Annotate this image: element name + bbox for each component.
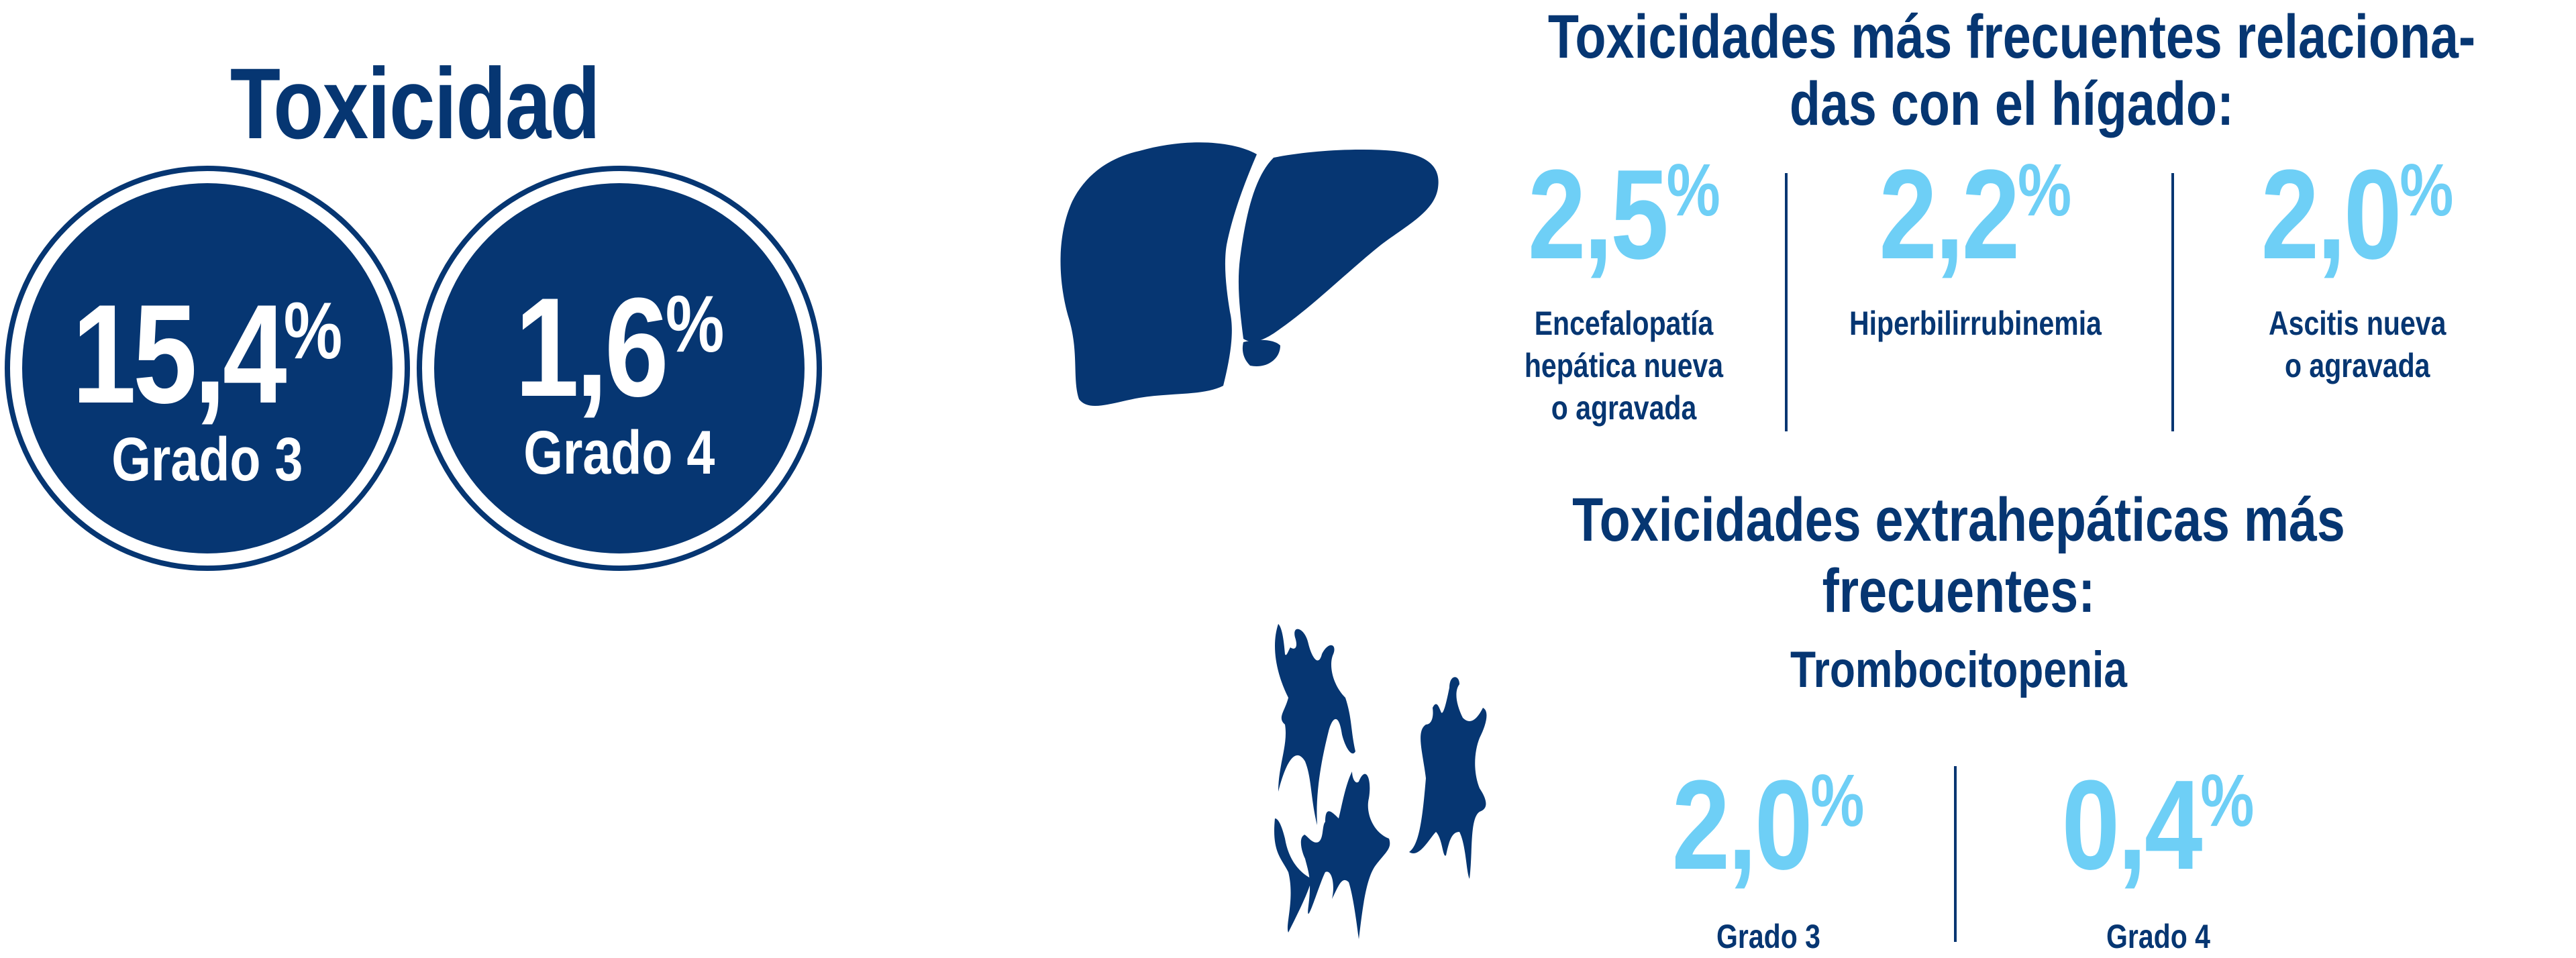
liver-section-title: Toxicidades más frecuentes relaciona-das… [1547, 3, 2476, 138]
stat-value: 2,0% [1671, 754, 1865, 896]
stat-label: Encefalopatía hepática nueva o agravada [1524, 305, 1724, 427]
stat-value: 2,5% [1527, 144, 1720, 286]
stat-label: Hiperbilirrubinemia [1849, 305, 2102, 342]
divider [1954, 766, 1957, 942]
grade4-circle: 1,6% Grado 4 [417, 166, 822, 571]
stat-label: Grado 3 [1716, 918, 1820, 955]
grade3-label: Grado 3 [111, 425, 303, 494]
stat-value: 2,2% [1879, 144, 2072, 286]
stat-label: Ascitis nueva o agravada [2268, 305, 2446, 384]
extra-section-title: Toxicidades extrahepáticas más frecuentes… [1572, 486, 2345, 625]
liver-stat-3: 2,0% Ascitis nueva o agravada [2240, 151, 2475, 387]
divider [2171, 173, 2174, 431]
divider [1785, 173, 1788, 431]
thrombo-stat-grade3: 2,0% Grado 3 [1651, 761, 1886, 958]
grade3-circle: 15,4% Grado 3 [5, 166, 410, 571]
liver-stat-1: 2,5% Encefalopatía hepática nueva o agrava… [1502, 151, 1745, 429]
grade3-value: 15,4% [72, 275, 343, 433]
grade4-value: 1,6% [514, 268, 725, 426]
platelets-icon [1274, 624, 1487, 939]
grade4-label: Grado 4 [523, 419, 715, 487]
liver-icon [1060, 142, 1439, 407]
toxicity-title: Toxicidad [229, 47, 601, 160]
stat-value: 0,4% [2061, 754, 2255, 896]
stat-value: 2,0% [2261, 144, 2454, 286]
thrombo-stat-grade4: 0,4% Grado 4 [2041, 761, 2275, 958]
stat-label: Grado 4 [2106, 918, 2210, 955]
liver-stat-2: 2,2% Hiperbilirrubinemia [1822, 151, 2129, 345]
extra-subtitle: Trombocitopenia [1790, 641, 2128, 698]
